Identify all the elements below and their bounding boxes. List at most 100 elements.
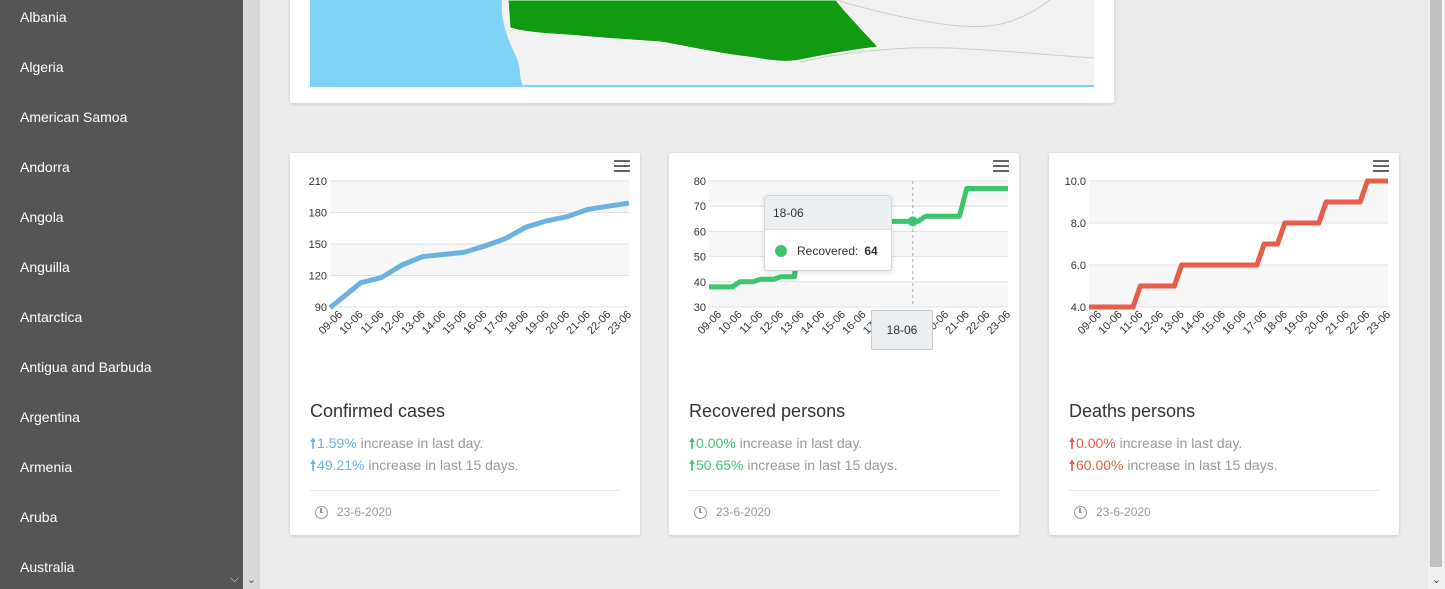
chart-menu-icon[interactable] xyxy=(614,160,630,172)
confirmed-cases-card: 210 180 150 120 90 09-06 10-06 11-06 12-06 13-06 1… xyxy=(290,153,640,535)
y-tick-label: 4.0 xyxy=(1071,302,1086,314)
page-scrollbar-thumb[interactable] xyxy=(1430,0,1442,567)
sidebar-item-aruba[interactable]: Aruba xyxy=(20,509,58,525)
card-divider xyxy=(1069,490,1379,491)
sidebar-scroll-down-arrow-icon[interactable]: ⌄ xyxy=(246,574,257,586)
page-scrollbar[interactable]: ⌄ xyxy=(1428,0,1445,589)
chart-menu-icon[interactable] xyxy=(993,160,1009,172)
x-tick-label: 23-06 xyxy=(985,309,1013,337)
y-tick-label: 150 xyxy=(309,239,327,251)
clock-icon xyxy=(694,505,707,519)
clock-icon xyxy=(315,505,328,519)
grid-band xyxy=(709,281,1008,307)
sidebar-item-american-samoa[interactable]: American Samoa xyxy=(20,109,128,125)
y-tick-label: 90 xyxy=(315,302,327,314)
page-scroll-down-icon[interactable]: ⌄ xyxy=(1431,574,1442,586)
period-increase-text: increase in last 15 days. xyxy=(1123,457,1278,473)
card-title: Confirmed cases xyxy=(310,401,446,421)
chart-tooltip: 18-06 Recovered: 64 xyxy=(764,195,892,271)
deaths-persons-card: 10.0 8.0 6.0 4.0 09-06 10-06 11-06 12-06 13-06 14… xyxy=(1049,153,1399,535)
sidebar-item-angola[interactable]: Angola xyxy=(20,209,64,225)
sidebar-item-anguilla[interactable]: Anguilla xyxy=(20,259,70,275)
series-line xyxy=(328,200,630,310)
daily-increase-text: increase in last day. xyxy=(1115,435,1243,451)
x-tick-label: 23-06 xyxy=(1365,309,1393,337)
y-tick-label: 70 xyxy=(694,201,706,213)
daily-increase-percent: 1.59% xyxy=(317,435,357,451)
sidebar-scroll-down-icon[interactable]: ⌵ xyxy=(230,573,239,585)
sidebar-item-australia[interactable]: Australia xyxy=(20,559,75,575)
update-date: 23-6-2020 xyxy=(1096,505,1151,519)
chart-menu-icon[interactable] xyxy=(1373,160,1389,172)
card-divider xyxy=(689,490,999,491)
daily-increase-stat: 🠕0.00% increase in last day. xyxy=(689,433,862,457)
y-tick-label: 8.0 xyxy=(1071,218,1086,230)
sidebar-item-armenia[interactable]: Armenia xyxy=(20,459,73,475)
update-date: 23-6-2020 xyxy=(337,505,392,519)
x-tick-label: 10-06 xyxy=(1096,309,1124,337)
card-title: Recovered persons xyxy=(689,401,846,421)
card-footer: 23-6-2020 xyxy=(1074,505,1151,519)
y-tick-label: 40 xyxy=(694,277,706,289)
x-tick-label: 23-06 xyxy=(606,309,634,337)
period-increase-percent: 49.21% xyxy=(317,457,365,473)
map-ocean xyxy=(310,0,524,87)
deaths-persons-chart[interactable]: 10.08.06.04.009-0610-0611-0612-0613-0614… xyxy=(1049,153,1399,353)
y-tick-label: 60 xyxy=(694,226,706,238)
sidebar-item-albania[interactable]: Albania xyxy=(20,9,67,25)
card-footer: 23-6-2020 xyxy=(315,505,392,519)
card-divider xyxy=(310,490,620,491)
period-increase-percent: 50.65% xyxy=(696,457,744,473)
world-map-card xyxy=(290,0,1114,103)
sidebar-item-argentina[interactable]: Argentina xyxy=(20,409,80,425)
grid-band xyxy=(330,181,629,213)
confirmed-cases-chart[interactable]: 2101801501209009-0610-0611-0612-0613-061… xyxy=(290,153,640,353)
daily-increase-text: increase in last day. xyxy=(356,435,484,451)
map-highlighted-country[interactable] xyxy=(507,0,880,62)
y-tick-label: 30 xyxy=(694,302,706,314)
sidebar-item-antarctica[interactable]: Antarctica xyxy=(20,309,83,325)
country-sidebar: Albania Algeria American Samoa Andorra Angol… xyxy=(0,0,243,589)
recovered-persons-card: 80 70 60 50 40 30 09-06 10-06 11-06 12-06 13-06 14-… xyxy=(669,153,1019,535)
arrow-up-icon: 🠕 xyxy=(689,457,696,473)
sidebar-item-algeria[interactable]: Algeria xyxy=(20,59,64,75)
world-map[interactable] xyxy=(310,0,1094,87)
hovered-point[interactable] xyxy=(907,216,918,227)
clock-icon xyxy=(1074,505,1087,519)
arrow-up-icon: 🠕 xyxy=(310,457,317,473)
y-tick-label: 80 xyxy=(694,176,706,188)
x-tick-label: 10-06 xyxy=(337,309,365,337)
daily-increase-stat: 🠕1.59% increase in last day. xyxy=(310,433,483,457)
sidebar-scrollbar[interactable]: ⌵ xyxy=(230,0,260,589)
period-increase-stat: 🠕49.21% increase in last 15 days. xyxy=(310,455,519,479)
card-title: Deaths persons xyxy=(1069,401,1196,421)
sidebar-item-antigua-and-barbuda[interactable]: Antigua and Barbuda xyxy=(20,359,152,375)
period-increase-stat: 🠕50.65% increase in last 15 days. xyxy=(689,455,898,479)
daily-increase-text: increase in last day. xyxy=(735,435,863,451)
sidebar-item-andorra[interactable]: Andorra xyxy=(20,159,70,175)
daily-increase-percent: 0.00% xyxy=(1076,435,1116,451)
tooltip-label: Recovered: xyxy=(797,244,859,258)
x-tick-label: 10-06 xyxy=(716,309,744,337)
crosshair-x-label: 18-06 xyxy=(871,310,933,350)
y-tick-label: 50 xyxy=(694,252,706,264)
y-tick-label: 210 xyxy=(309,176,327,188)
period-increase-text: increase in last 15 days. xyxy=(364,457,519,473)
daily-increase-stat: 🠕0.00% increase in last day. xyxy=(1069,433,1242,457)
tooltip-date: 18-06 xyxy=(765,196,891,230)
daily-increase-percent: 0.00% xyxy=(696,435,736,451)
y-tick-label: 6.0 xyxy=(1071,260,1086,272)
tooltip-value: 64 xyxy=(864,244,878,258)
y-tick-label: 10.0 xyxy=(1065,176,1086,188)
series-dot-icon xyxy=(775,245,787,257)
y-tick-label: 120 xyxy=(309,271,327,283)
arrow-up-icon: 🠕 xyxy=(689,435,696,451)
arrow-up-icon: 🠕 xyxy=(1069,435,1076,451)
period-increase-text: increase in last 15 days. xyxy=(743,457,898,473)
map-border xyxy=(835,0,1051,28)
series-line xyxy=(1089,178,1388,310)
map-border-south xyxy=(799,47,1094,63)
arrow-up-icon: 🠕 xyxy=(310,435,317,451)
card-footer: 23-6-2020 xyxy=(694,505,771,519)
update-date: 23-6-2020 xyxy=(716,505,771,519)
